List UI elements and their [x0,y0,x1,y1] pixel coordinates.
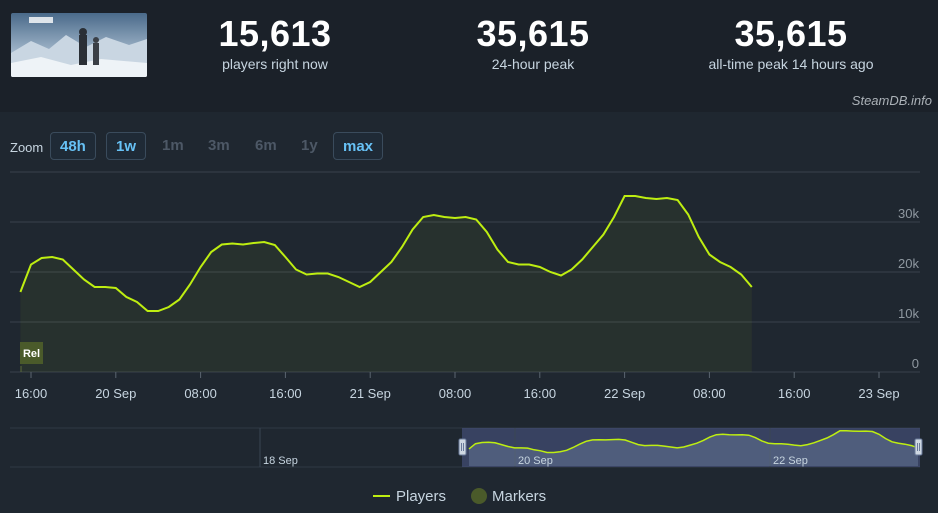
navigator-line [468,430,919,454]
navigator: 18 Sep 20 Sep 22 Sep [10,427,923,468]
y-tick-label: 0 [912,356,919,371]
stat-24h-peak: 35,615 24-hour peak [403,13,663,73]
x-tick-label: 20 Sep [95,386,136,401]
legend-markers-label[interactable]: Markers [492,488,546,505]
navigator-right-handle[interactable] [914,438,923,456]
zoom-1m-button[interactable]: 1m [162,137,184,154]
x-tick-label: 23 Sep [858,386,899,401]
legend-players-label[interactable]: Players [396,488,446,505]
current-players-label: players right now [222,56,328,72]
navigator-label: 18 Sep [263,455,298,467]
legend-markers-swatch [471,488,487,504]
zoom-1w-button[interactable]: 1w [106,132,147,160]
peak-24h-label: 24-hour peak [491,56,575,72]
navigator-label: 22 Sep [773,455,808,467]
y-tick-label: 20k [898,256,919,271]
players-area [20,196,752,372]
chart-legend: Players Markers [0,486,938,512]
zoom-6m-button[interactable]: 6m [255,137,277,154]
x-tick-label: 16:00 [269,386,302,401]
zoom-48h-button[interactable]: 48h [50,132,96,160]
zoom-1y-button[interactable]: 1y [301,137,318,154]
x-tick-label: 21 Sep [350,386,391,401]
y-tick-label: 30k [898,206,919,221]
navigator-selection[interactable] [462,428,920,467]
navigator-label: 20 Sep [518,455,553,467]
x-axis: 16:00 20 Sep 08:00 16:00 21 Sep 08:00 16:00 22 … [15,372,900,401]
steamdb-credit[interactable]: SteamDB.info [851,93,932,108]
navigator-area [469,430,918,466]
x-tick-label: 08:00 [693,386,726,401]
stats-bar: 15,613 players right now 35,615 24-hour … [0,0,938,92]
x-tick-label: 08:00 [439,386,472,401]
navigator-left-handle[interactable] [458,438,467,456]
y-tick-label: 10k [898,306,919,321]
game-thumbnail[interactable] [11,13,147,77]
x-tick-label: 16:00 [524,386,557,401]
marker-box[interactable] [20,342,43,364]
x-tick-label: 16:00 [15,386,48,401]
all-time-peak-label: all-time peak 14 hours ago [708,56,874,72]
zoom-3m-button[interactable]: 3m [208,137,230,154]
y-axis: 0 10k 20k 30k [898,206,919,371]
players-line [19,195,753,312]
zoom-max-button[interactable]: max [333,132,384,160]
zoom-label: Zoom [10,140,44,155]
current-players-value: 15,613 [218,13,332,54]
stat-current: 15,613 players right now [145,13,405,73]
peak-24h-value: 35,615 [476,13,590,54]
x-tick-label: 16:00 [778,386,811,401]
marker-label: Rel [23,348,40,360]
all-time-peak-value: 35,615 [734,13,848,54]
stat-all-time-peak: 35,615 all-time peak 14 hours ago [661,13,921,73]
chart-grid [10,171,920,373]
x-tick-label: 22 Sep [604,386,645,401]
x-tick-label: 08:00 [184,386,217,401]
release-marker: Rel [20,342,43,372]
